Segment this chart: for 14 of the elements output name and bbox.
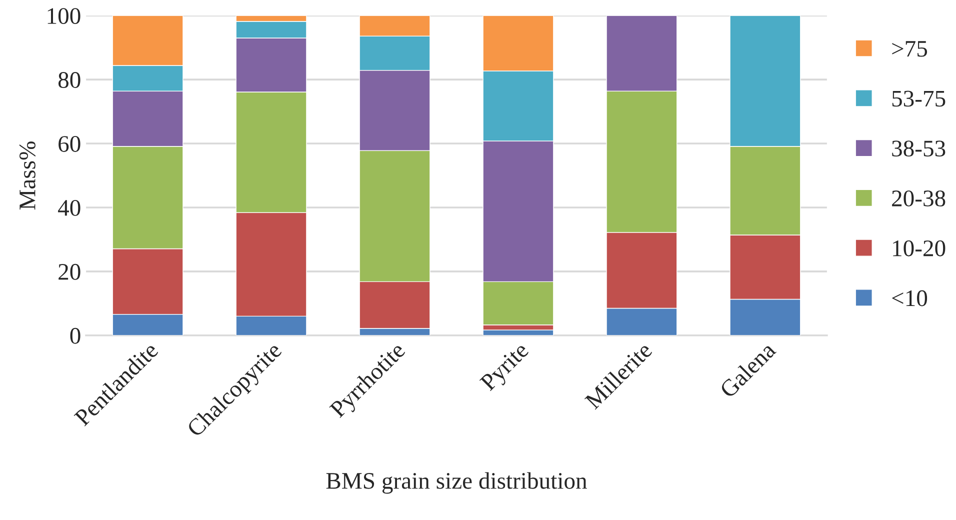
y-axis-title: Mass%: [19, 142, 36, 210]
legend-label: 53-75: [892, 90, 946, 107]
y-tick-label: 100: [48, 8, 80, 24]
legend-label: 20-38: [892, 190, 946, 206]
legend-label: <10: [892, 290, 928, 306]
legend-label: 38-53: [892, 140, 946, 157]
x-axis-title: BMS grain size distribution: [326, 472, 587, 494]
y-tick-label: 20: [58, 264, 80, 280]
y-tick-label: 40: [58, 200, 80, 216]
y-tick-label: 0: [70, 328, 80, 344]
legend-label: >75: [892, 41, 928, 57]
y-tick-label: 80: [58, 72, 80, 88]
legend-label: 10-20: [893, 240, 946, 256]
y-tick-label: 60: [58, 136, 80, 152]
